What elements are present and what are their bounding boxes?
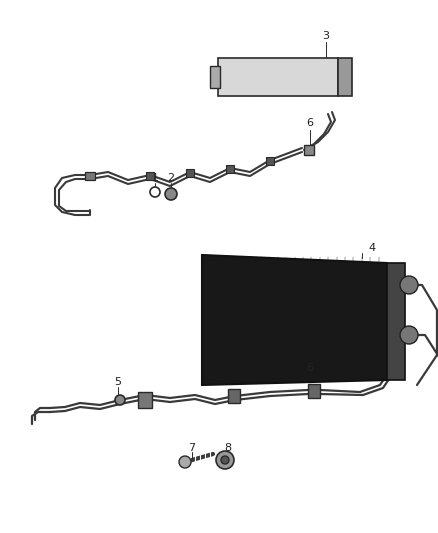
Text: 6: 6 [307,363,314,373]
Circle shape [150,187,160,197]
Bar [138,392,152,408]
Circle shape [115,395,125,405]
Polygon shape [202,255,387,385]
Circle shape [400,326,418,344]
Circle shape [221,456,229,464]
Bar [186,169,194,177]
Text: 2: 2 [167,173,175,183]
Text: 8: 8 [224,443,232,453]
Bar [146,172,154,180]
Bar [266,157,274,165]
Circle shape [179,456,191,468]
Text: 3: 3 [322,31,329,41]
Bar [387,263,405,380]
Text: 5: 5 [114,377,121,387]
Bar [228,389,240,403]
Bar [210,66,220,88]
Text: 4: 4 [368,243,375,253]
Bar [304,145,314,155]
Bar [226,165,234,173]
Text: 1: 1 [152,173,159,183]
Circle shape [216,451,234,469]
Text: 7: 7 [188,443,195,453]
Text: 6: 6 [307,118,314,128]
Bar [218,58,338,96]
Circle shape [400,276,418,294]
Bar [338,58,352,96]
Bar [85,172,95,180]
Circle shape [165,188,177,200]
Bar [308,384,320,398]
